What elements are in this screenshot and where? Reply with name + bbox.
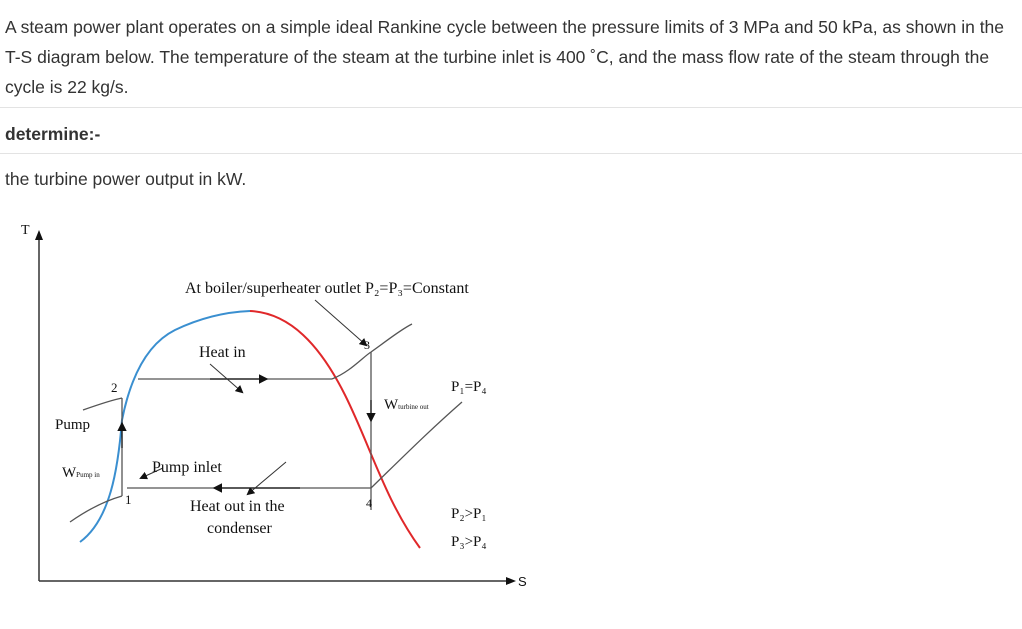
state-1-label: 1 [125, 492, 132, 507]
pump-inlet-leader [139, 467, 164, 480]
s-axis-arrow-icon [506, 577, 516, 585]
boiler-label: At boiler/superheater outlet P₂=P₃=Const… [185, 280, 469, 297]
boiler-leader [314, 299, 368, 347]
heat-out-leader [246, 461, 287, 496]
dome-liquid-line [79, 310, 251, 543]
heat-out-label-1: Heat out in the [190, 498, 285, 515]
heat-out-label-2: condenser [207, 520, 273, 537]
question-intro: A steam power plant operates on a simple… [5, 17, 1005, 97]
w-turbine-label: Wturbine out [384, 397, 429, 413]
state-3-label: 3 [364, 338, 370, 352]
t-axis-label: T [21, 223, 30, 238]
s-axis-label: S [518, 574, 527, 589]
isobar-low-left [69, 495, 123, 523]
divider [0, 153, 1022, 154]
task-text: the turbine power output in kW. [5, 169, 247, 189]
state-2-label: 2 [111, 380, 118, 395]
pump-inlet-label: Pump inlet [152, 459, 222, 476]
dome-vapor-line [249, 310, 421, 549]
divider [0, 107, 1022, 108]
determine-label: determine:- [5, 124, 101, 144]
p3-gt-p4-label: P₃>P₄ [451, 534, 487, 550]
p2-gt-p1-label: P₂>P₁ [451, 506, 487, 522]
pump-label: Pump [55, 417, 90, 433]
isobar-pump [82, 397, 123, 411]
heat-in-label: Heat in [199, 344, 246, 361]
w-pump-label: WPump in [62, 465, 100, 481]
p1-p4-label: P₁=P₄ [451, 379, 487, 395]
state-4-label: 4 [366, 496, 372, 510]
isobar-high [370, 323, 413, 353]
heat-in-leader [209, 363, 244, 394]
t-axis-arrow-icon [35, 230, 43, 240]
isobar-low [370, 401, 463, 489]
superheat-line [331, 351, 372, 380]
